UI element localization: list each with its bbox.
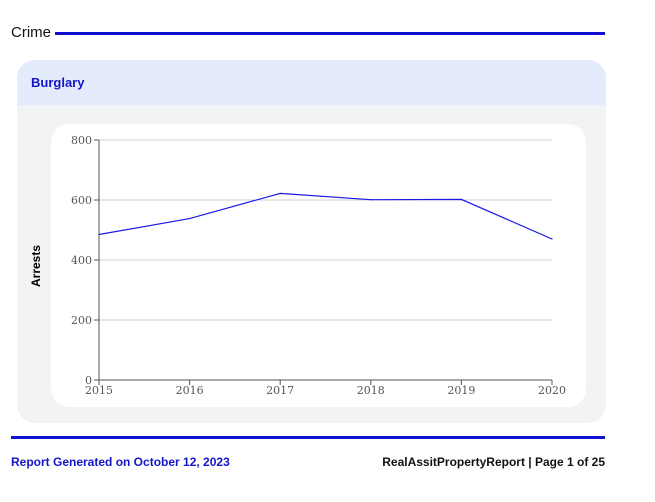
card-title: Burglary — [31, 75, 85, 90]
x-tick-label: 2017 — [266, 384, 294, 397]
y-tick-label: 0 — [85, 374, 92, 387]
y-tick-label: 400 — [71, 254, 92, 267]
section-header: Crime — [11, 22, 605, 42]
plot-panel: 0 200 400 600 800 2015 2016 2017 2018 2019 2020 — [51, 124, 586, 407]
card-header: Burglary — [17, 60, 606, 105]
data-point — [189, 218, 191, 220]
y-tick-label: 600 — [71, 194, 92, 207]
x-tick-label: 2019 — [447, 384, 475, 397]
y-tick-label: 800 — [71, 134, 92, 147]
data-point — [460, 198, 462, 200]
data-point — [551, 238, 553, 240]
data-point — [279, 192, 281, 194]
data-point — [98, 233, 100, 236]
page-info: RealAssitPropertyReport | Page 1 of 25 — [382, 455, 605, 469]
x-tick-label: 2016 — [176, 384, 204, 397]
data-point — [370, 199, 372, 201]
y-tick-label: 200 — [71, 314, 92, 327]
section-title: Crime — [11, 23, 51, 41]
x-tick-label: 2018 — [357, 384, 385, 397]
section-divider — [55, 31, 605, 35]
y-axis-label: Arrests — [29, 244, 43, 288]
x-tick-label: 2020 — [538, 384, 566, 397]
series-line — [98, 192, 553, 240]
line-chart: 0 200 400 600 800 2015 2016 2017 2018 2019 2020 — [71, 134, 566, 397]
report-generated-date: Report Generated on October 12, 2023 — [11, 455, 230, 469]
footer-divider — [11, 436, 605, 439]
x-tick-label: 2015 — [85, 384, 113, 397]
